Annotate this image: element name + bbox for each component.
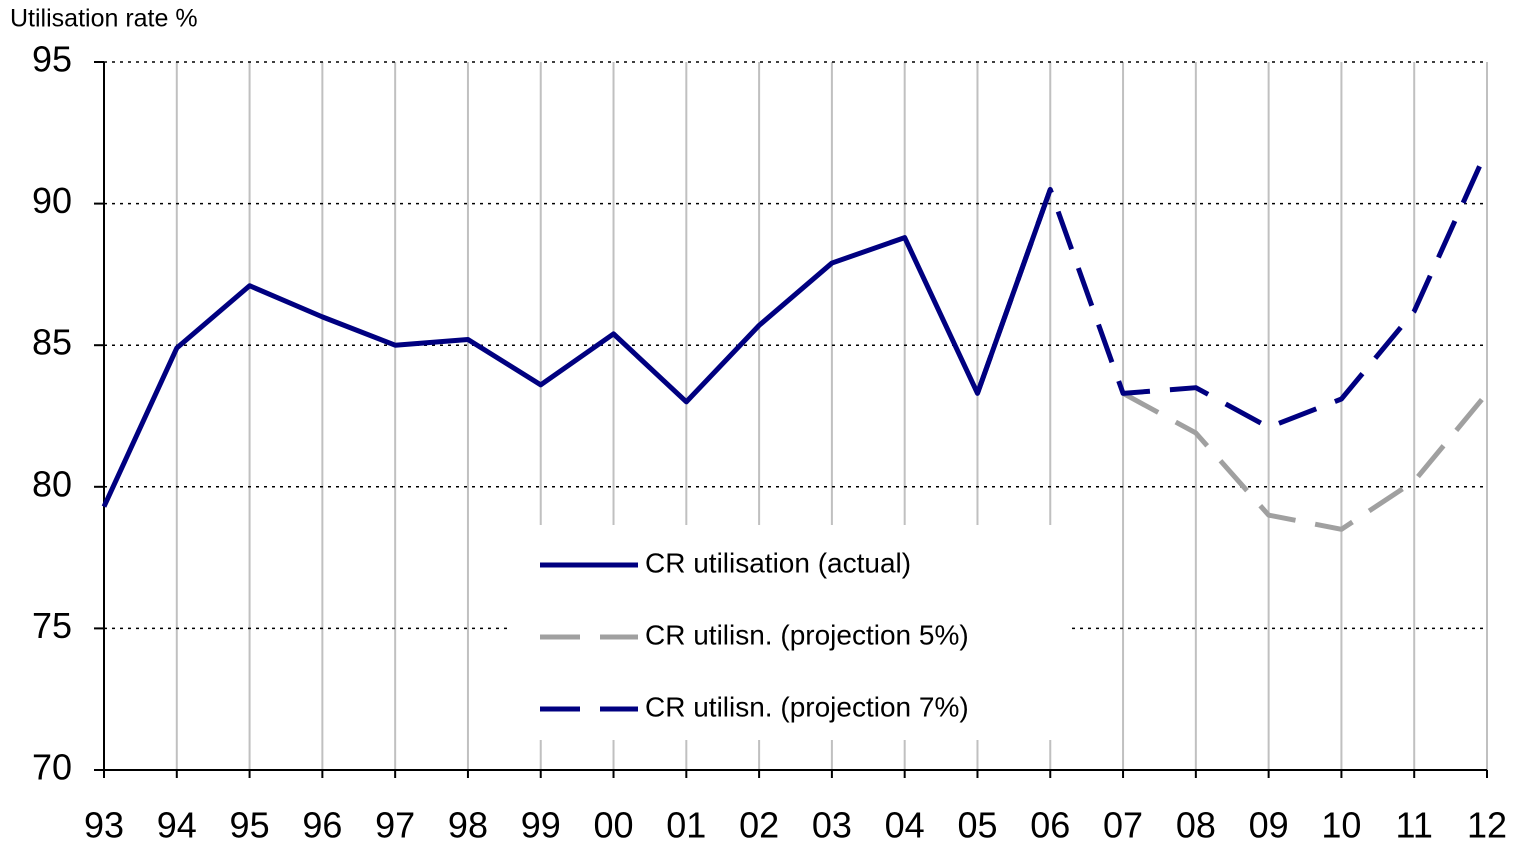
x-tick-label: 98 bbox=[448, 805, 488, 842]
x-tick-label: 12 bbox=[1467, 805, 1507, 842]
y-axis-label: Utilisation rate % bbox=[10, 5, 198, 33]
x-tick-label: 08 bbox=[1176, 805, 1216, 842]
x-tick-label: 05 bbox=[957, 805, 997, 842]
legend-box bbox=[510, 525, 1070, 740]
x-tick-label: 11 bbox=[1396, 805, 1433, 842]
y-tick-label: 80 bbox=[32, 463, 72, 504]
x-tick-label: 03 bbox=[812, 805, 852, 842]
x-tick-label: 04 bbox=[885, 805, 925, 842]
x-tick-label: 00 bbox=[594, 805, 634, 842]
legend-label: CR utilisn. (projection 7%) bbox=[645, 691, 969, 722]
y-tick-label: 75 bbox=[32, 605, 72, 646]
x-tick-label: 95 bbox=[230, 805, 270, 842]
x-tick-label: 01 bbox=[666, 805, 706, 842]
series-line bbox=[975, 148, 1490, 430]
y-tick-label: 90 bbox=[32, 180, 72, 221]
x-tick-label: 96 bbox=[302, 805, 342, 842]
x-tick-label: 94 bbox=[157, 805, 197, 842]
x-tick-label: 10 bbox=[1321, 805, 1361, 842]
x-tick-label: 09 bbox=[1249, 805, 1289, 842]
y-tick-label: 95 bbox=[32, 39, 72, 80]
y-tick-label: 85 bbox=[32, 322, 72, 363]
x-tick-label: 97 bbox=[375, 805, 415, 842]
series-line bbox=[1121, 391, 1489, 532]
legend-label: CR utilisn. (projection 5%) bbox=[645, 619, 969, 650]
x-tick-label: 02 bbox=[739, 805, 779, 842]
x-tick-label: 93 bbox=[84, 805, 124, 842]
legend-label: CR utilisation (actual) bbox=[645, 547, 911, 578]
x-tick-label: 06 bbox=[1030, 805, 1070, 842]
x-tick-label: 07 bbox=[1103, 805, 1143, 842]
x-tick-label: 99 bbox=[521, 805, 561, 842]
y-tick-label: 70 bbox=[32, 747, 72, 788]
series-line bbox=[101, 188, 1053, 508]
